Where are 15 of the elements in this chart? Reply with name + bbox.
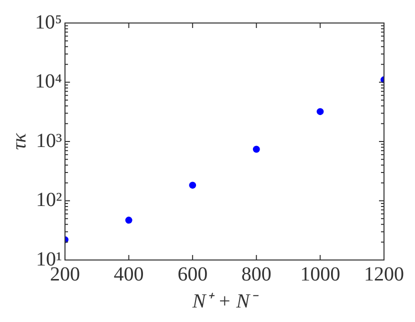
x-tick-label: 800 — [241, 263, 272, 286]
y-tick-label: 10⁵ — [34, 11, 62, 34]
x-tick-label: 1200 — [364, 263, 404, 286]
point — [125, 216, 132, 224]
y-tick-label: 10³ — [36, 130, 62, 152]
point — [252, 146, 260, 153]
x-tick-label: 600 — [178, 263, 208, 286]
y-tick-label: 10⁴ — [34, 70, 62, 92]
y-axis-title: τκ — [8, 132, 30, 150]
x-tick-label: 400 — [114, 263, 144, 286]
x-axis-title: N⁺ + N⁻ — [191, 290, 260, 312]
x-tick-label: 1000 — [300, 263, 340, 286]
point — [189, 182, 196, 189]
y-tick-label: 10² — [36, 189, 62, 211]
point — [316, 108, 324, 116]
